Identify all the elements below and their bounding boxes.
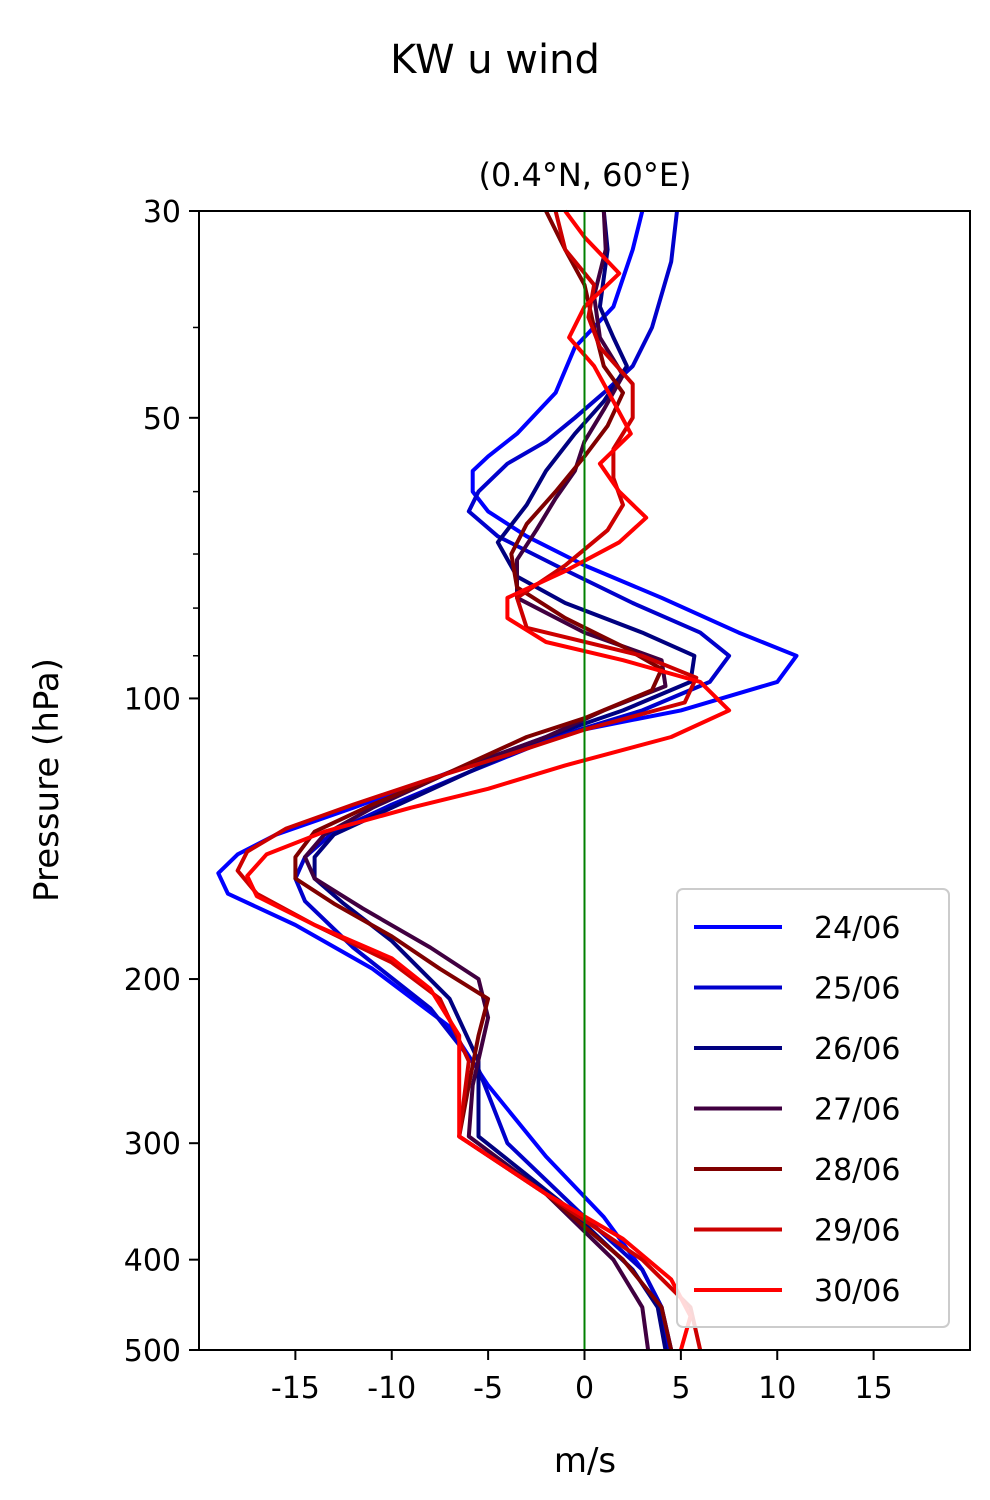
y-tick-label: 30 xyxy=(143,195,181,230)
y-tick-label: 100 xyxy=(124,682,181,717)
x-tick-label: 15 xyxy=(855,1371,893,1406)
legend-label: 30/06 xyxy=(814,1274,900,1309)
y-tick-label: 200 xyxy=(124,963,181,998)
x-axis-label: m/s xyxy=(554,1441,616,1481)
x-tick-label: 0 xyxy=(575,1371,594,1406)
x-tick-label: 5 xyxy=(671,1371,690,1406)
legend-box xyxy=(676,888,950,1328)
legend-label: 27/06 xyxy=(814,1093,900,1128)
series-line-29-06 xyxy=(235,210,703,1351)
x-tick-label: -15 xyxy=(271,1371,320,1406)
series-line-28-06 xyxy=(293,210,674,1351)
legend-label: 28/06 xyxy=(814,1153,900,1188)
series-line-26-06 xyxy=(312,210,697,1351)
x-tick-label: 10 xyxy=(758,1371,796,1406)
series-line-30-06 xyxy=(245,209,732,1351)
legend: 24/06 25/06 26/06 27/06 28/06 29/06 30/06 xyxy=(676,888,950,1328)
x-tick-label: -5 xyxy=(473,1371,503,1406)
series-line-27-06 xyxy=(303,210,668,1351)
x-tick-label: -10 xyxy=(367,1371,416,1406)
y-tick-label: 300 xyxy=(124,1127,181,1162)
plot-frame xyxy=(198,210,971,1351)
series-line-25-06 xyxy=(293,210,732,1351)
figure-title: KW u wind xyxy=(390,37,600,83)
x-axis-ticks: -15 -10 -5 0 5 10 15 xyxy=(271,1350,893,1406)
series-lines xyxy=(216,209,799,1351)
legend-label: 26/06 xyxy=(814,1032,900,1067)
y-axis-label: Pressure (hPa) xyxy=(27,658,67,902)
legend-label: 24/06 xyxy=(814,911,900,946)
y-tick-label: 500 xyxy=(124,1334,181,1369)
legend-label: 29/06 xyxy=(814,1214,900,1249)
y-tick-label: 400 xyxy=(124,1244,181,1279)
axes-title: (0.4°N, 60°E) xyxy=(478,156,691,194)
y-axis-ticks: 30 50 100 200 300 400 500 xyxy=(124,195,199,1369)
legend-label: 25/06 xyxy=(814,972,900,1007)
y-tick-label: 50 xyxy=(143,402,181,437)
